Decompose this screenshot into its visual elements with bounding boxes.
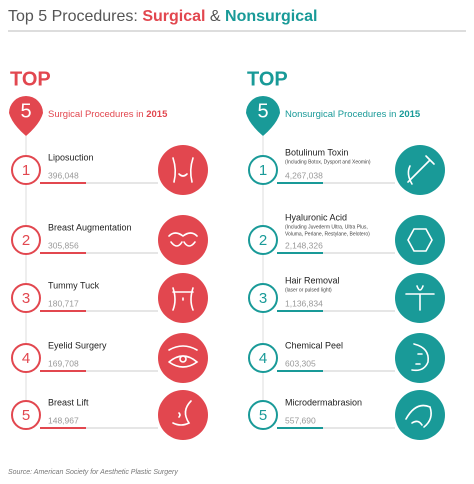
- pin-marker: [9, 96, 43, 136]
- pin-rank: 5: [20, 100, 31, 122]
- rank-circle: [11, 225, 41, 255]
- rank-number: 5: [259, 407, 267, 424]
- icon-drawing: [172, 400, 192, 426]
- procedure-value: 2,148,326: [285, 240, 323, 250]
- rank-number: 2: [22, 232, 30, 249]
- procedure-note: (laser or pulsed light): [285, 287, 332, 293]
- procedure-value: 169,708: [48, 358, 79, 368]
- title-lead: Top 5 Procedures:: [8, 8, 138, 25]
- procedure-value: 396,048: [48, 170, 79, 180]
- rank-number: 4: [22, 350, 30, 367]
- heading-text: Nonsurgical Procedures in: [285, 109, 396, 120]
- procedure-name: Hyaluronic Acid: [285, 212, 347, 222]
- procedure-value: 4,267,038: [285, 170, 323, 180]
- icon-circle: [158, 390, 208, 440]
- panel-top: TOP: [10, 68, 51, 90]
- procedure-name: Tummy Tuck: [48, 280, 100, 290]
- icon-circle: [395, 390, 445, 440]
- procedure-name: Eyelid Surgery: [48, 340, 107, 350]
- procedure-note: Voluma, Perlane, Restylane, Belotero): [285, 231, 370, 237]
- icon-drawing: [168, 232, 198, 247]
- panel-heading: Surgical Procedures in 2015: [48, 109, 168, 120]
- icon-drawing: [405, 404, 432, 428]
- rank-circle: [248, 155, 278, 185]
- icon-drawing: [405, 285, 435, 311]
- procedure-value: 305,856: [48, 240, 79, 250]
- panel-top: TOP: [247, 68, 288, 90]
- rank-circle: [248, 343, 278, 373]
- rank-number: 5: [22, 407, 30, 424]
- procedure-value: 603,305: [285, 358, 316, 368]
- title: Top 5 Procedures: Surgical & Nonsurgical: [8, 8, 318, 25]
- source: Source: American Society for Aesthetic P…: [8, 469, 178, 476]
- procedure-name: Liposuction: [48, 152, 94, 162]
- icon-circle: [158, 145, 208, 195]
- pin-marker: [246, 96, 280, 136]
- rank-circle: [11, 343, 41, 373]
- icon-circle: [395, 215, 445, 265]
- heading-text: Surgical Procedures in: [48, 109, 144, 120]
- icon-drawing: [172, 287, 194, 311]
- rank-circle: [248, 283, 278, 313]
- heading-year: 2015: [146, 109, 168, 120]
- rank-number: 3: [22, 290, 30, 307]
- icon-drawing: [172, 157, 194, 183]
- rank-number: 1: [22, 162, 30, 179]
- panel-heading: Nonsurgical Procedures in 2015: [285, 109, 421, 120]
- procedure-name: Chemical Peel: [285, 340, 343, 350]
- procedure-name: Hair Removal: [285, 275, 340, 285]
- rank-circle: [248, 400, 278, 430]
- pin-rank: 5: [257, 100, 268, 122]
- icon-circle: [158, 333, 208, 383]
- rank-number: 3: [259, 290, 267, 307]
- procedure-name: Microdermabrasion: [285, 397, 362, 407]
- procedure-value: 148,967: [48, 415, 79, 425]
- icon-drawing: [407, 228, 433, 252]
- procedure-name: Breast Augmentation: [48, 222, 132, 232]
- title-nonsurgical: Nonsurgical: [225, 8, 317, 25]
- rank-number: 4: [259, 350, 267, 367]
- title-surgical: Surgical: [142, 8, 205, 25]
- icon-drawing: [407, 155, 435, 185]
- procedure-name: Breast Lift: [48, 397, 89, 407]
- rank-number: 2: [259, 232, 267, 249]
- icon-drawing: [411, 343, 430, 372]
- icon-circle: [158, 215, 208, 265]
- rank-circle: [11, 283, 41, 313]
- icon-drawing: [168, 345, 199, 368]
- rank-circle: [11, 155, 41, 185]
- procedure-note: (Including Botox, Dysport and Xeomin): [285, 159, 371, 165]
- rank-number: 1: [259, 162, 267, 179]
- procedure-note: (Including Juvederm Ultra, Ultra Plus,: [285, 224, 368, 230]
- rank-circle: [248, 225, 278, 255]
- procedure-name: Botulinum Toxin: [285, 147, 348, 157]
- rank-circle: [11, 400, 41, 430]
- title-amp: &: [210, 8, 221, 25]
- heading-year: 2015: [399, 109, 421, 120]
- procedure-value: 557,690: [285, 415, 316, 425]
- icon-circle: [395, 333, 445, 383]
- procedure-value: 180,717: [48, 298, 79, 308]
- procedure-value: 1,136,834: [285, 298, 323, 308]
